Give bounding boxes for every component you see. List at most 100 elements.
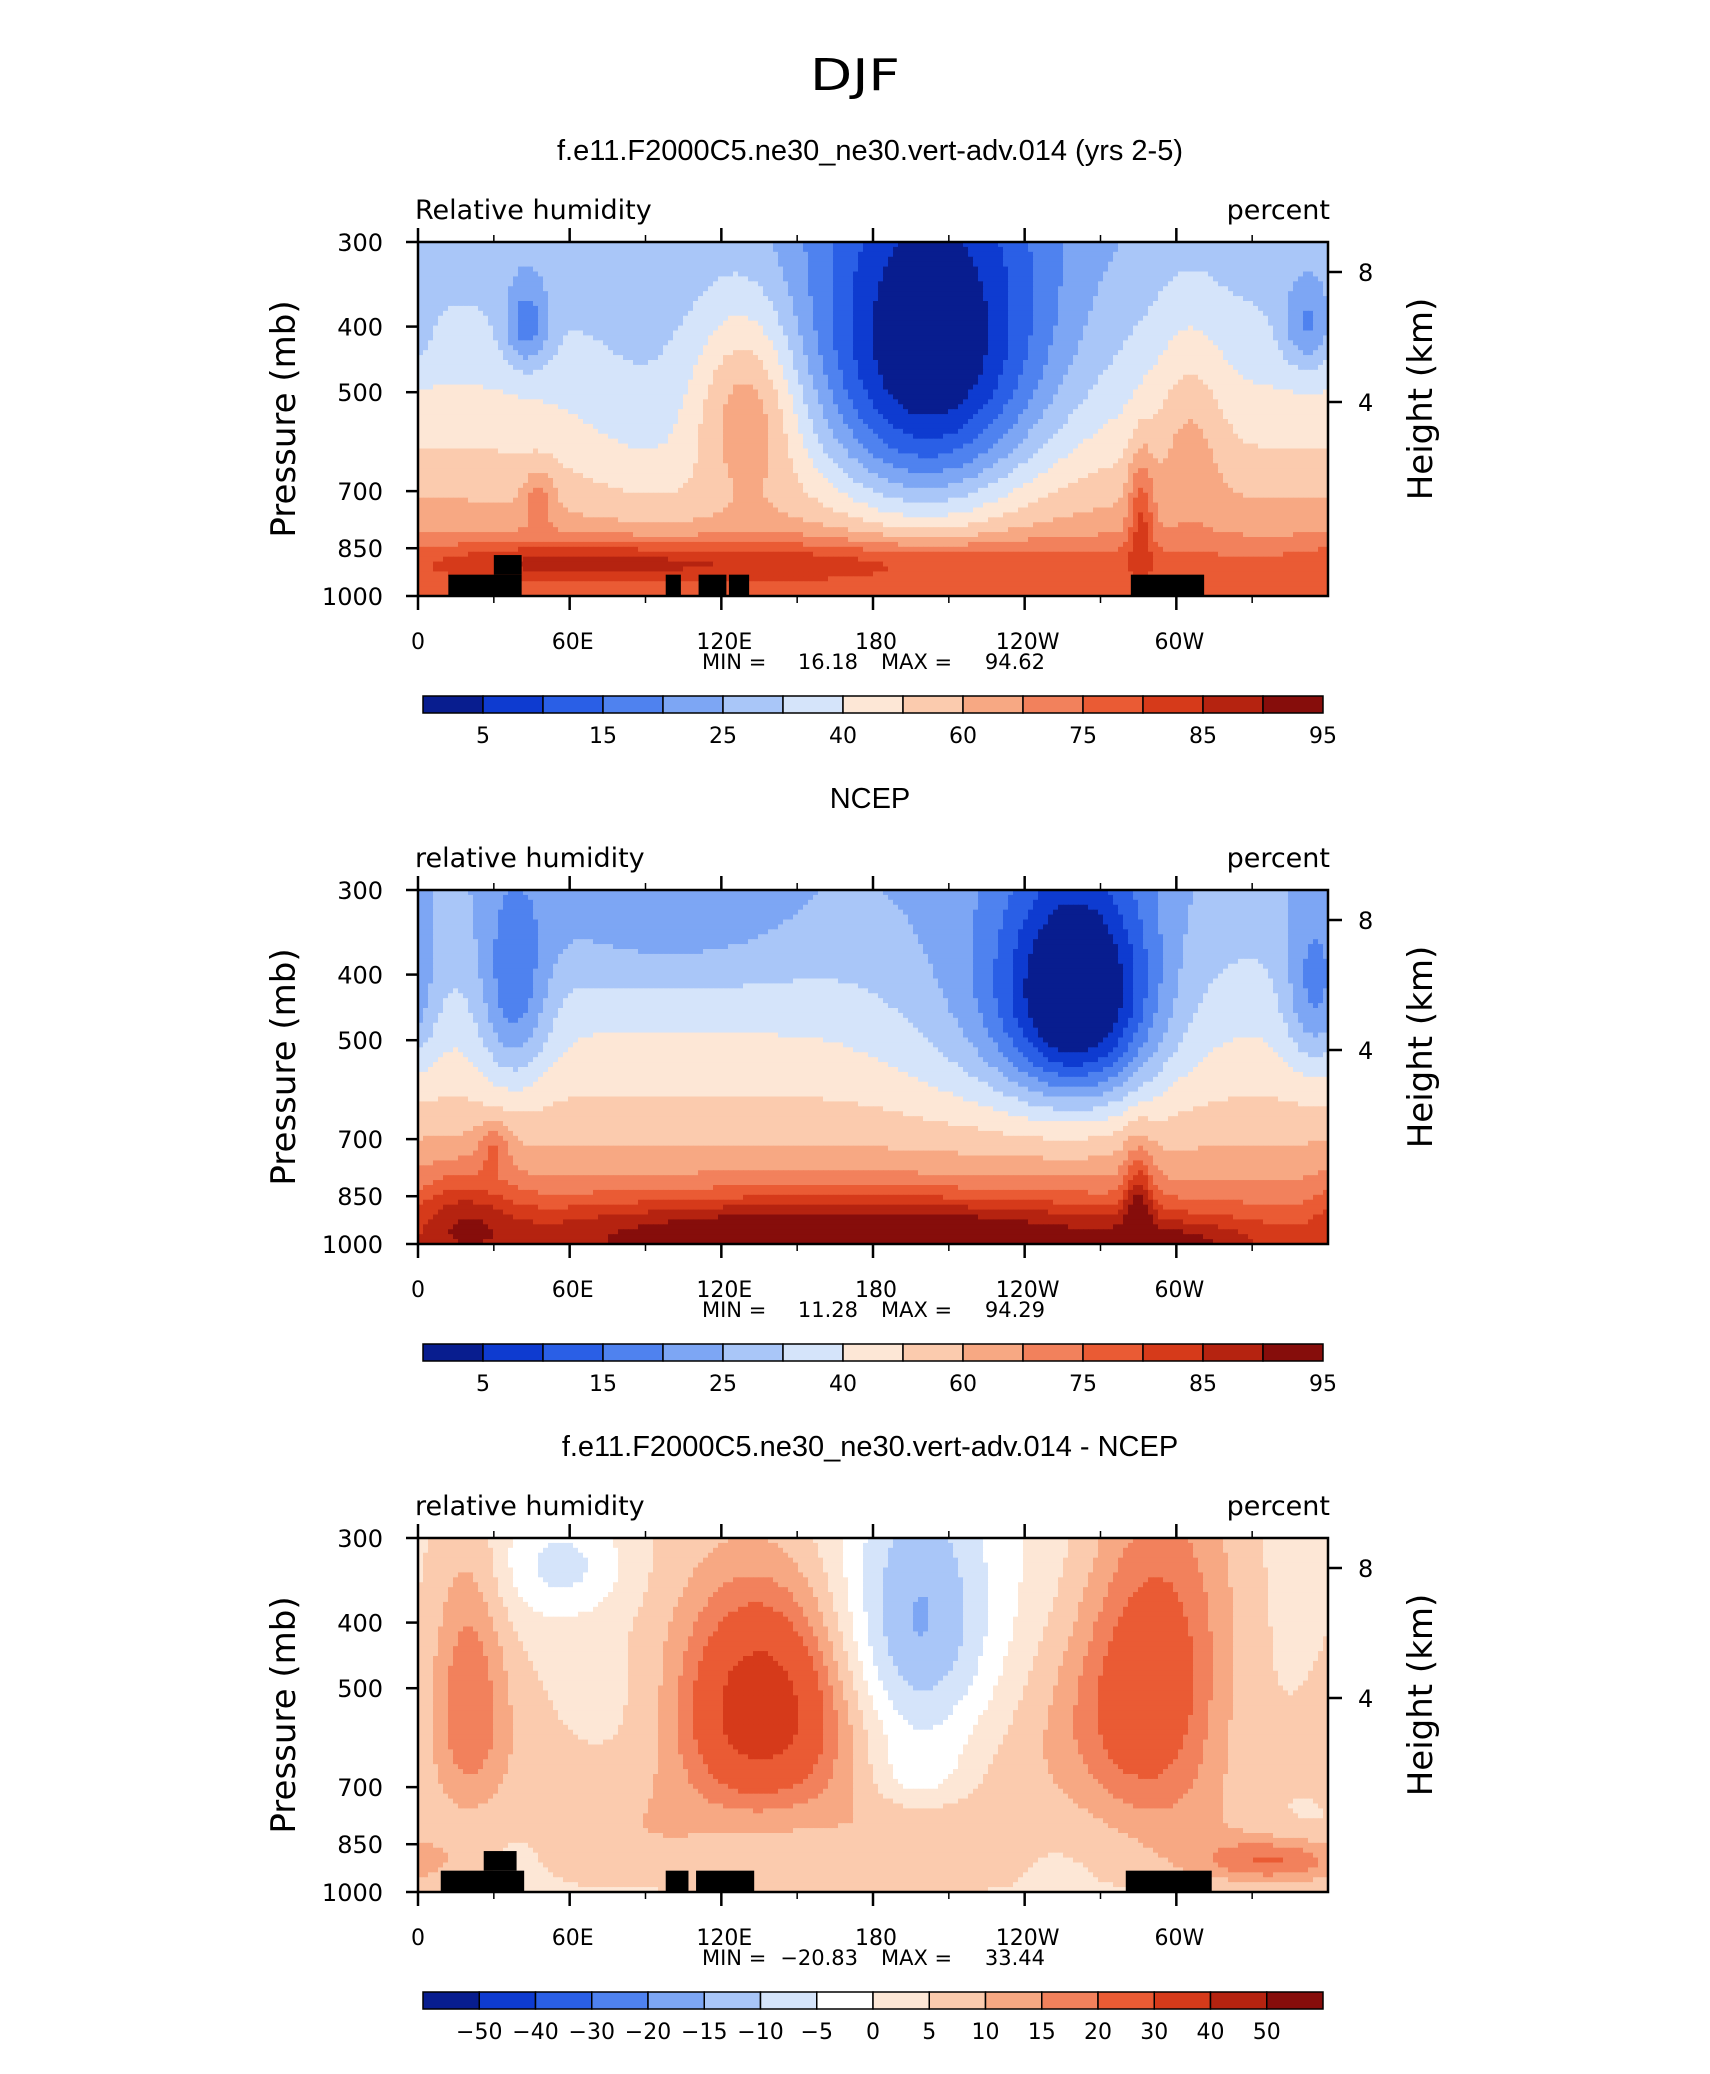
- contour-cell: [773, 246, 779, 253]
- contour-cell: [938, 256, 944, 263]
- contour-cell: [803, 246, 809, 253]
- contour-cell: [963, 266, 969, 273]
- contour-cell: [883, 350, 889, 356]
- contour-cell: [1038, 246, 1044, 253]
- contour-cell: [1203, 301, 1209, 307]
- contour-cell: [1288, 291, 1294, 297]
- contour-cell: [988, 369, 994, 376]
- contour-cell: [818, 261, 824, 268]
- contour-cell: [983, 296, 989, 302]
- contour-cell: [608, 310, 614, 317]
- contour-cell: [588, 281, 594, 287]
- contour-cell: [1123, 320, 1129, 327]
- contour-cell: [438, 350, 444, 356]
- contour-cell: [478, 335, 484, 341]
- contour-cell: [1048, 310, 1054, 317]
- contour-cell: [948, 320, 954, 327]
- contour-cell: [533, 340, 539, 346]
- contour-cell: [433, 340, 439, 346]
- contour-cell: [1058, 360, 1064, 366]
- contour-cell: [1158, 355, 1164, 361]
- contour-cell: [538, 315, 544, 322]
- contour-cell: [1213, 291, 1219, 297]
- contour-cell: [558, 281, 564, 287]
- contour-cell: [898, 335, 904, 341]
- contour-cell: [908, 340, 914, 346]
- contour-cell: [673, 251, 679, 258]
- contour-cell: [418, 360, 424, 366]
- contour-cell: [1038, 325, 1044, 332]
- contour-cell: [558, 374, 564, 381]
- contour-cell: [923, 315, 929, 322]
- contour-cell: [488, 281, 494, 287]
- contour-cell: [648, 242, 654, 248]
- contour-cell: [533, 276, 539, 282]
- contour-cell: [978, 350, 984, 356]
- contour-cell: [843, 296, 849, 302]
- contour-cell: [1133, 271, 1139, 278]
- contour-cell: [893, 266, 899, 273]
- contour-cell: [803, 305, 809, 312]
- contour-cell: [1128, 301, 1134, 307]
- contour-cell: [1083, 286, 1089, 292]
- contour-cell: [933, 251, 939, 258]
- contour-cell: [463, 281, 469, 287]
- contour-cell: [708, 271, 714, 278]
- contour-cell: [498, 286, 504, 292]
- contour-cell: [978, 246, 984, 253]
- contour-cell: [808, 364, 814, 371]
- contour-cell: [638, 301, 644, 307]
- contour-cell: [1083, 320, 1089, 327]
- contour-cell: [1293, 276, 1299, 282]
- contour-cell: [453, 305, 459, 312]
- contour-cell: [573, 345, 579, 351]
- contour-cell: [698, 340, 704, 346]
- contour-cell: [803, 320, 809, 327]
- contour-cell: [628, 281, 634, 287]
- contour-cell: [773, 320, 779, 327]
- contour-cell: [633, 281, 639, 287]
- contour-cell: [803, 266, 809, 273]
- contour-cell: [553, 251, 559, 258]
- contour-cell: [1278, 256, 1284, 263]
- contour-cell: [638, 350, 644, 356]
- contour-cell: [818, 369, 824, 376]
- contour-cell: [908, 330, 914, 337]
- contour-cell: [598, 305, 604, 312]
- contour-cell: [1313, 261, 1319, 268]
- contour-cell: [748, 251, 754, 258]
- contour-cell: [1173, 246, 1179, 253]
- contour-cell: [903, 301, 909, 307]
- contour-cell: [438, 281, 444, 287]
- contour-cell: [813, 256, 819, 263]
- contour-cell: [1293, 360, 1299, 366]
- contour-cell: [433, 345, 439, 351]
- contour-cell: [603, 305, 609, 312]
- contour-cell: [593, 369, 599, 376]
- contour-cell: [1078, 301, 1084, 307]
- contour-cell: [1138, 301, 1144, 307]
- contour-cell: [1188, 251, 1194, 258]
- contour-cell: [728, 369, 734, 376]
- contour-cell: [528, 296, 534, 302]
- contour-cell: [1028, 286, 1034, 292]
- contour-cell: [913, 364, 919, 371]
- contour-cell: [1238, 266, 1244, 273]
- contour-cell: [788, 246, 794, 253]
- contour-cell: [523, 364, 529, 371]
- contour-cell: [498, 340, 504, 346]
- contour-cell: [728, 286, 734, 292]
- contour-cell: [548, 276, 554, 282]
- contour-cell: [713, 369, 719, 376]
- contour-cell: [1258, 301, 1264, 307]
- contour-cell: [663, 355, 669, 361]
- contour-cell: [553, 291, 559, 297]
- contour-cell: [678, 320, 684, 327]
- contour-cell: [788, 271, 794, 278]
- contour-cell: [1303, 340, 1309, 346]
- contour-cell: [498, 261, 504, 268]
- contour-cell: [1228, 266, 1234, 273]
- contour-cell: [783, 340, 789, 346]
- contour-cell: [803, 325, 809, 332]
- contour-cell: [1183, 345, 1189, 351]
